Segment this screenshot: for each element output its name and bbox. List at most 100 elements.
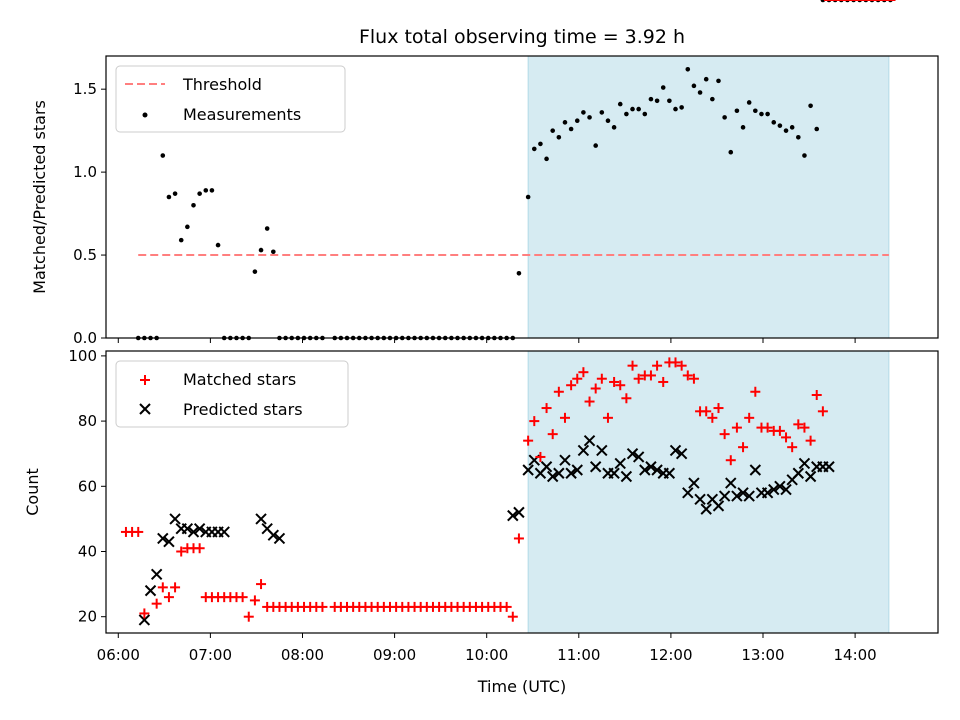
- legend-predicted-swatch: [139, 403, 151, 415]
- bottom-axes-frame: [105, 350, 939, 634]
- matched-star-point: [713, 403, 724, 414]
- measurement-point: [191, 202, 196, 208]
- measurement-point: [264, 226, 270, 231]
- matched-star-point: [249, 595, 260, 606]
- predicted-star-point: [193, 522, 206, 535]
- measurement-point: [746, 100, 752, 105]
- predicted-star-point: [144, 584, 157, 597]
- top-legend-box: [115, 65, 346, 133]
- measurement-point: [178, 237, 184, 243]
- y-tick-label: 60: [78, 477, 97, 495]
- matched-star-point: [501, 601, 512, 612]
- measurement-point: [734, 108, 740, 114]
- predicted-star-point: [507, 509, 519, 522]
- measurement-point: [691, 83, 697, 89]
- measurement-point: [617, 101, 623, 107]
- matched-star-point: [602, 412, 613, 423]
- x-tick-label: 12:00: [649, 646, 692, 664]
- matched-star-point: [584, 396, 595, 407]
- bottom-panel: 20 40 60 80 100 06:00 07:00 08:00 09:00 10:00 11:…: [23, 0, 939, 696]
- matched-star-point: [237, 592, 248, 603]
- x-tick-label: 11:00: [557, 646, 600, 664]
- matched-star-point: [811, 390, 822, 401]
- measurement-point: [660, 85, 666, 90]
- x-tick-label: 06:00: [97, 646, 140, 664]
- measurement-point: [710, 96, 715, 102]
- top-x-ticks: [117, 338, 856, 343]
- predicted-star-point: [694, 493, 706, 506]
- x-axis-label: Time (UTC): [477, 677, 566, 696]
- matched-star-point: [133, 526, 144, 537]
- y-tick-label: 1.5: [73, 80, 97, 98]
- matched-star-point: [529, 416, 540, 427]
- measurement-points: [135, 0, 893, 341]
- predicted-star-point: [768, 483, 780, 496]
- measurement-point: [783, 128, 789, 133]
- y-tick-label: 100: [68, 347, 97, 365]
- predicted-star-point: [700, 503, 712, 515]
- measurement-point: [581, 110, 586, 115]
- matched-star-point: [762, 422, 773, 433]
- predicted-star-point: [169, 513, 181, 525]
- matched-star-point: [553, 386, 564, 397]
- matched-star-point: [578, 367, 589, 378]
- matched-star-point: [781, 432, 792, 443]
- predicted-star-point: [651, 464, 663, 476]
- measurement-point: [258, 247, 264, 253]
- matched-star-point: [793, 419, 804, 430]
- measurement-point: [160, 153, 166, 158]
- measurement-point: [166, 194, 172, 200]
- matched-star-point: [513, 533, 524, 544]
- matched-star-point: [676, 360, 687, 371]
- measurement-point: [808, 103, 813, 109]
- predicted-star-point: [626, 447, 639, 460]
- predicted-star-point: [731, 490, 743, 502]
- measurement-point: [252, 269, 258, 274]
- predicted-star-point: [761, 487, 774, 499]
- predicted-star-point: [267, 529, 280, 541]
- measurement-point: [703, 76, 709, 82]
- chart-title: Flux total observing time = 3.92 h: [359, 26, 685, 48]
- matched-star-markers: [120, 0, 896, 622]
- predicted-star-point: [620, 470, 633, 483]
- measurement-point: [550, 128, 556, 133]
- measurement-point: [624, 111, 629, 117]
- predicted-star-point: [725, 477, 737, 489]
- matched-star-point: [731, 422, 742, 433]
- measurement-point: [728, 149, 734, 155]
- measurement-point: [697, 90, 703, 95]
- matched-star-point: [682, 370, 693, 381]
- legend-measurements-swatch: [142, 112, 148, 118]
- predicted-star-point: [823, 461, 835, 473]
- matched-star-point: [535, 451, 546, 462]
- predicted-star-point: [792, 467, 805, 479]
- matched-star-point: [774, 425, 785, 436]
- matched-star-point: [163, 592, 174, 603]
- measurement-point: [777, 123, 783, 128]
- measurement-point: [796, 134, 801, 140]
- matched-star-point: [176, 546, 187, 557]
- matched-star-point: [738, 442, 749, 453]
- predicted-star-point: [546, 470, 559, 483]
- measurement-point: [525, 194, 531, 200]
- predicted-star-point: [712, 500, 725, 512]
- predicted-star-point: [589, 461, 602, 473]
- matched-star-point: [621, 393, 632, 404]
- bottom-legend-box: [115, 360, 349, 428]
- measurement-point: [673, 106, 678, 112]
- matched-star-point: [670, 357, 681, 368]
- measurement-point: [574, 118, 580, 123]
- y-tick-label: 20: [78, 608, 97, 626]
- predicted-star-point: [571, 464, 583, 476]
- matched-star-point: [615, 380, 626, 391]
- measurement-point: [538, 141, 543, 147]
- predicted-star-point: [614, 457, 626, 470]
- bottom-legend: Matched stars Predicted stars: [115, 360, 349, 428]
- predicted-star-markers: [138, 0, 896, 626]
- top-axes-frame: [105, 55, 939, 339]
- matched-star-point: [559, 412, 570, 423]
- matched-star-point: [507, 611, 518, 622]
- matched-star-point: [243, 611, 254, 622]
- predicted-star-point: [737, 487, 749, 499]
- measurement-point: [215, 242, 221, 248]
